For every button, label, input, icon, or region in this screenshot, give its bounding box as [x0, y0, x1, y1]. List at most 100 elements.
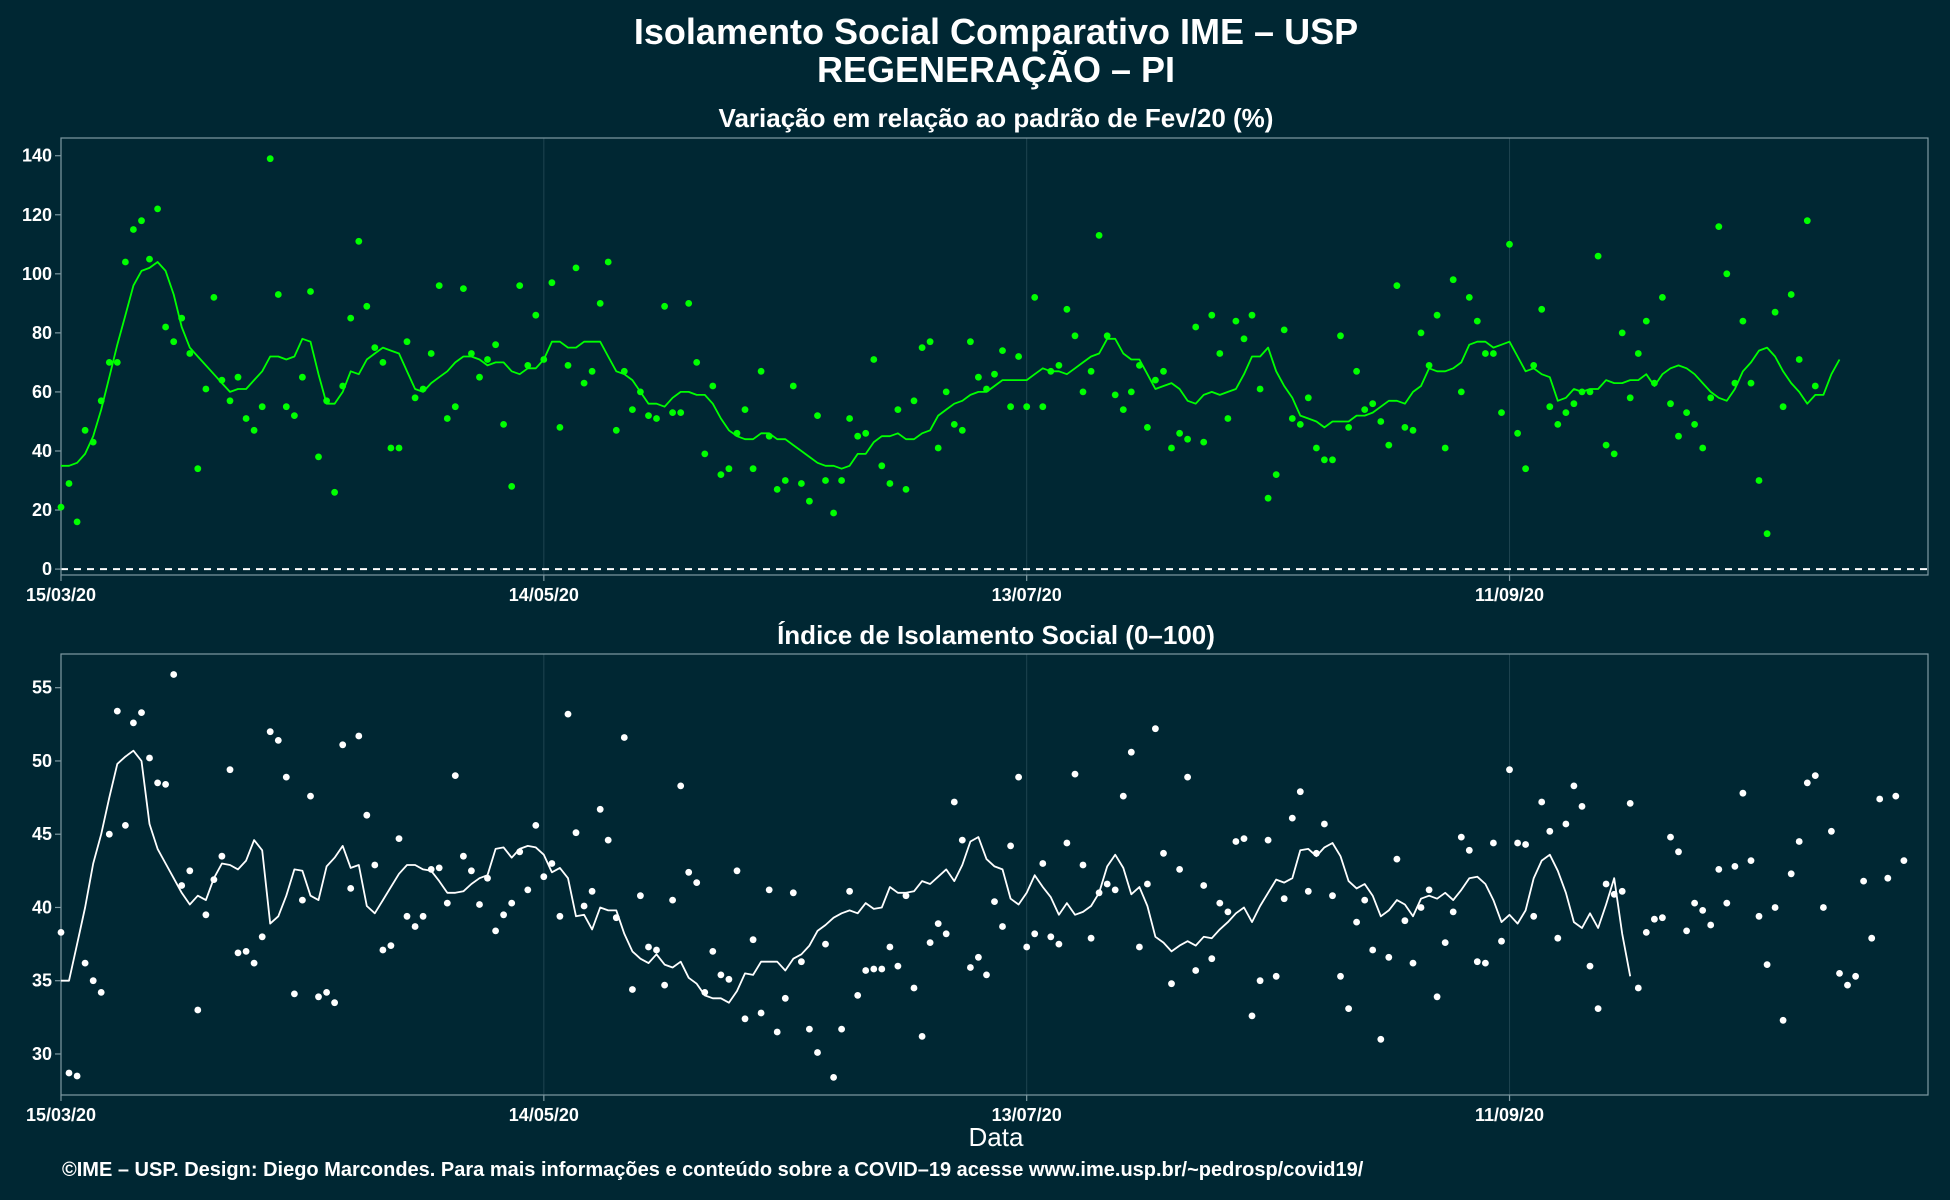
isolation-point-17	[194, 1006, 202, 1014]
variation-point-99	[854, 432, 862, 440]
isolation-point-2	[73, 1072, 81, 1080]
variation-point-73	[645, 412, 652, 419]
isolation-point-37	[355, 732, 363, 740]
isolation-point-5	[97, 989, 105, 996]
isolation-point-109	[934, 920, 942, 927]
isolation-point-151	[1272, 972, 1280, 980]
isolation-point-86	[749, 936, 757, 944]
isolation-point-215	[1787, 870, 1795, 878]
isolation-point-87	[757, 1009, 765, 1017]
isolation-point-41	[387, 942, 395, 949]
variation-plot-frame	[60, 137, 1929, 576]
variation-point-131	[1111, 391, 1119, 399]
variation-point-77	[677, 409, 685, 416]
variation-point-22	[234, 373, 242, 381]
variation-point-196	[1634, 350, 1642, 357]
variation-daily-points	[57, 155, 1819, 538]
isolation-point-43	[403, 912, 411, 920]
variation-point-139	[1176, 429, 1183, 437]
isolation-point-194	[1618, 887, 1626, 895]
isolation-point-23	[242, 948, 250, 955]
variation-point-193	[1610, 450, 1618, 458]
isolation-point-122	[1039, 860, 1047, 867]
isolation-point-61	[548, 860, 556, 867]
variation-point-64	[572, 264, 580, 272]
variation-point-182	[1522, 465, 1529, 473]
variation-point-103	[886, 480, 894, 487]
isolation-point-222	[1844, 981, 1851, 989]
isolation-point-137	[1160, 849, 1167, 857]
isolation-point-52	[476, 901, 483, 908]
variation-point-192	[1602, 441, 1610, 449]
isolation-point-35	[339, 741, 347, 749]
variation-point-8	[122, 258, 129, 266]
variation-point-166	[1393, 282, 1401, 289]
variation-point-110	[942, 388, 950, 396]
variation-point-65	[580, 379, 588, 387]
variation-point-197	[1642, 317, 1650, 325]
isolation-point-105	[902, 892, 910, 900]
variation-point-150	[1264, 494, 1272, 502]
isolation-point-59	[532, 822, 540, 829]
panel-isolation-index: Índice de Isolamento Social (0–100) 30 35…	[26, 620, 1929, 1125]
isolation-point-146	[1232, 838, 1240, 845]
variation-point-185	[1546, 403, 1554, 411]
main-subtitle: REGENERAÇÃO – PI	[817, 48, 1175, 90]
isolation-point-145	[1224, 908, 1232, 916]
variation-point-16	[186, 350, 194, 357]
variation-point-188	[1570, 400, 1578, 408]
isolation-point-174	[1457, 833, 1465, 841]
variation-point-178	[1490, 350, 1497, 357]
isolation-point-204	[1699, 907, 1707, 914]
isolation-y-tick-label-0: 30	[32, 1044, 52, 1064]
variation-point-137	[1160, 367, 1167, 375]
variation-point-68	[604, 258, 612, 266]
isolation-point-121	[1031, 930, 1039, 938]
isolation-point-143	[1208, 955, 1216, 963]
variation-y-tick-label-1: 20	[32, 500, 52, 520]
variation-point-17	[194, 465, 202, 473]
isolation-point-26	[266, 728, 274, 736]
isolation-point-166	[1393, 855, 1401, 863]
isolation-point-75	[661, 981, 668, 989]
isolation-point-102	[878, 965, 886, 973]
isolation-point-176	[1473, 958, 1481, 966]
variation-point-95	[822, 477, 829, 484]
main-title: Isolamento Social Comparativo IME – USP	[634, 11, 1358, 52]
variation-point-87	[757, 367, 765, 375]
isolation-point-134	[1136, 943, 1143, 951]
variation-point-217	[1803, 217, 1811, 225]
isolation-point-157	[1321, 820, 1328, 828]
isolation-point-12	[154, 779, 162, 787]
isolation-x-tick-label-3: 11/09/20	[1475, 1105, 1544, 1125]
variation-point-85	[741, 406, 749, 413]
isolation-point-213	[1771, 904, 1779, 911]
isolation-point-195	[1626, 800, 1634, 807]
isolation-point-208	[1731, 863, 1739, 870]
isolation-point-167	[1401, 917, 1409, 925]
variation-point-176	[1473, 317, 1481, 325]
isolation-point-30	[299, 896, 306, 904]
variation-point-179	[1498, 409, 1505, 416]
variation-point-36	[347, 314, 355, 322]
isolation-point-132	[1119, 792, 1127, 800]
isolation-point-50	[460, 852, 467, 860]
variation-point-114	[975, 373, 982, 381]
isolation-point-45	[419, 912, 427, 920]
isolation-point-39	[371, 861, 379, 869]
isolation-point-162	[1361, 896, 1369, 904]
variation-point-152	[1280, 326, 1288, 334]
variation-point-78	[685, 300, 693, 307]
variation-point-24	[250, 426, 258, 434]
isolation-point-82	[717, 971, 725, 979]
variation-point-39	[371, 344, 379, 351]
isolation-point-76	[669, 896, 676, 904]
variation-point-120	[1023, 403, 1031, 411]
variation-point-162	[1361, 406, 1369, 413]
variation-point-48	[443, 415, 451, 422]
variation-point-175	[1465, 294, 1473, 301]
variation-point-187	[1562, 409, 1570, 416]
isolation-point-60	[540, 873, 548, 881]
variation-point-101	[870, 356, 878, 363]
isolation-point-141	[1192, 967, 1200, 974]
